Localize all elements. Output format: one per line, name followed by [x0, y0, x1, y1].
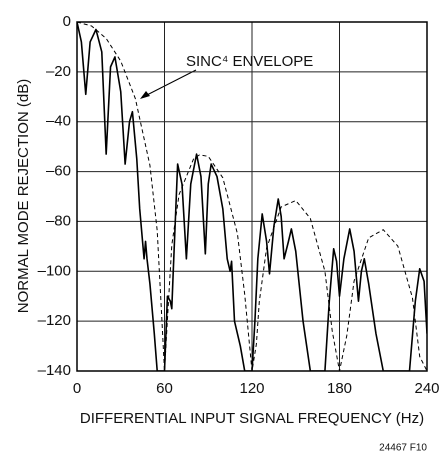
y-tick-label: 0 — [63, 13, 71, 30]
x-tick-label: 240 — [414, 380, 439, 397]
y-axis-label: NORMAL MODE REJECTION (dB) — [15, 79, 32, 313]
annotation: SINC⁴ ENVELOPE — [186, 53, 313, 70]
footnote: 24467 F10 — [379, 443, 427, 454]
y-tick-label: –140 — [38, 362, 71, 379]
y-tick-label: –20 — [46, 63, 71, 80]
x-tick-label: 0 — [73, 380, 81, 397]
annotation-arrowhead — [140, 91, 150, 99]
y-tick-label: –120 — [38, 312, 71, 329]
x-tick-label: 180 — [327, 380, 352, 397]
series-line — [77, 22, 427, 371]
x-axis-label: DIFFERENTIAL INPUT SIGNAL FREQUENCY (Hz) — [80, 410, 424, 427]
y-tick-label: –80 — [46, 212, 71, 229]
y-tick-label: –40 — [46, 113, 71, 130]
plot-area — [77, 22, 427, 371]
y-tick-label: –100 — [38, 262, 71, 279]
y-tick-label: –60 — [46, 163, 71, 180]
annotation-arrow — [142, 69, 197, 98]
x-tick-label: 120 — [239, 380, 264, 397]
series-line — [77, 22, 427, 371]
x-tick-label: 60 — [156, 380, 173, 397]
